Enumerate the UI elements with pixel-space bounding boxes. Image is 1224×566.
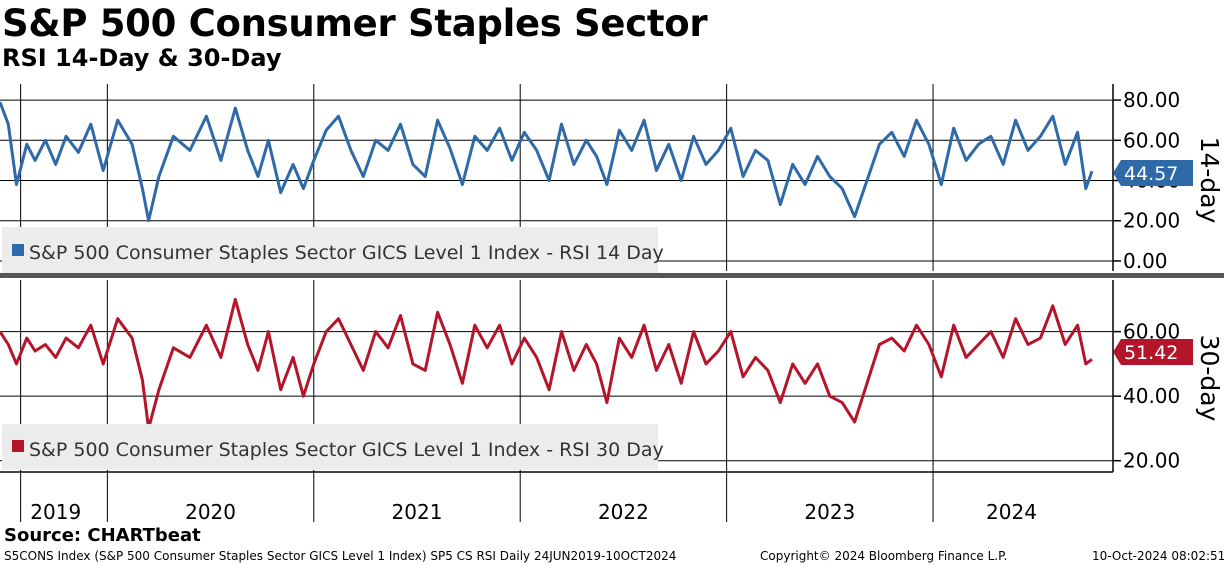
- page-title: S&P 500 Consumer Staples Sector: [2, 2, 708, 45]
- rsi14-y-tick-label: 0.00: [1123, 249, 1168, 273]
- footer-index-info: S5CONS Index (S&P 500 Consumer Staples S…: [4, 549, 677, 563]
- rsi14-last-value-tag: 44.57: [1113, 160, 1193, 186]
- rsi14-y-tick-label: 20.00: [1123, 209, 1180, 233]
- rsi14-last-value-box: [1113, 160, 1193, 186]
- rsi14-panel: S&P 500 Consumer Staples Sector GICS Lev…: [0, 84, 1224, 273]
- rsi14-series-line: [0, 101, 1094, 223]
- rsi14-legend-swatch: [12, 244, 24, 256]
- rsi14-legend: S&P 500 Consumer Staples Sector GICS Lev…: [2, 227, 664, 273]
- x-axis-year-dividers: [20, 472, 934, 522]
- panel-separator: [0, 273, 1224, 278]
- x-axis-year-label: 2022: [598, 500, 649, 524]
- rsi14-legend-box: [2, 227, 658, 273]
- rsi30-series-line: [0, 297, 1093, 430]
- page-subtitle: RSI 14-Day & 30-Day: [2, 44, 282, 72]
- x-axis-year-label: 2021: [392, 500, 443, 524]
- x-axis-year-label: 2024: [986, 500, 1037, 524]
- rsi30-y-tick-label: 40.00: [1123, 384, 1180, 408]
- rsi14-last-value: 44.57: [1124, 163, 1178, 185]
- rsi30-legend-swatch: [12, 440, 24, 452]
- footer-timestamp: 10-Oct-2024 08:02:51: [1092, 549, 1224, 563]
- rsi30-side-label: 30-day: [1195, 335, 1224, 422]
- rsi30-legend-box: [2, 424, 658, 470]
- rsi30-legend-label: S&P 500 Consumer Staples Sector GICS Lev…: [29, 439, 664, 461]
- x-axis-year-label: 2020: [185, 500, 236, 524]
- rsi30-last-value-box: [1113, 339, 1193, 365]
- rsi14-legend-label: S&P 500 Consumer Staples Sector GICS Lev…: [29, 242, 664, 264]
- source-note: Source: CHARTbeat: [4, 525, 201, 546]
- rsi30-panel: S&P 500 Consumer Staples Sector GICS Lev…: [0, 280, 1224, 473]
- x-axis-year-labels: 2019 2020 2021 2022 2023 2024: [30, 500, 1037, 524]
- rsi30-last-value-tag: 51.42: [1113, 339, 1193, 365]
- rsi14-side-label: 14-day: [1195, 137, 1224, 224]
- rsi30-last-value: 51.42: [1124, 342, 1178, 364]
- rsi30-legend: S&P 500 Consumer Staples Sector GICS Lev…: [2, 424, 664, 470]
- x-axis: 2019 2020 2021 2022 2023 2024: [0, 471, 1113, 524]
- rsi14-y-tick-label: 80.00: [1123, 88, 1180, 112]
- footer-copyright: Copyright© 2024 Bloomberg Finance L.P.: [760, 549, 1008, 563]
- x-axis-year-label: 2023: [804, 500, 855, 524]
- rsi30-y-tick-label: 20.00: [1123, 449, 1180, 473]
- x-axis-year-label: 2019: [30, 500, 81, 524]
- rsi14-y-tick-label: 60.00: [1123, 128, 1180, 152]
